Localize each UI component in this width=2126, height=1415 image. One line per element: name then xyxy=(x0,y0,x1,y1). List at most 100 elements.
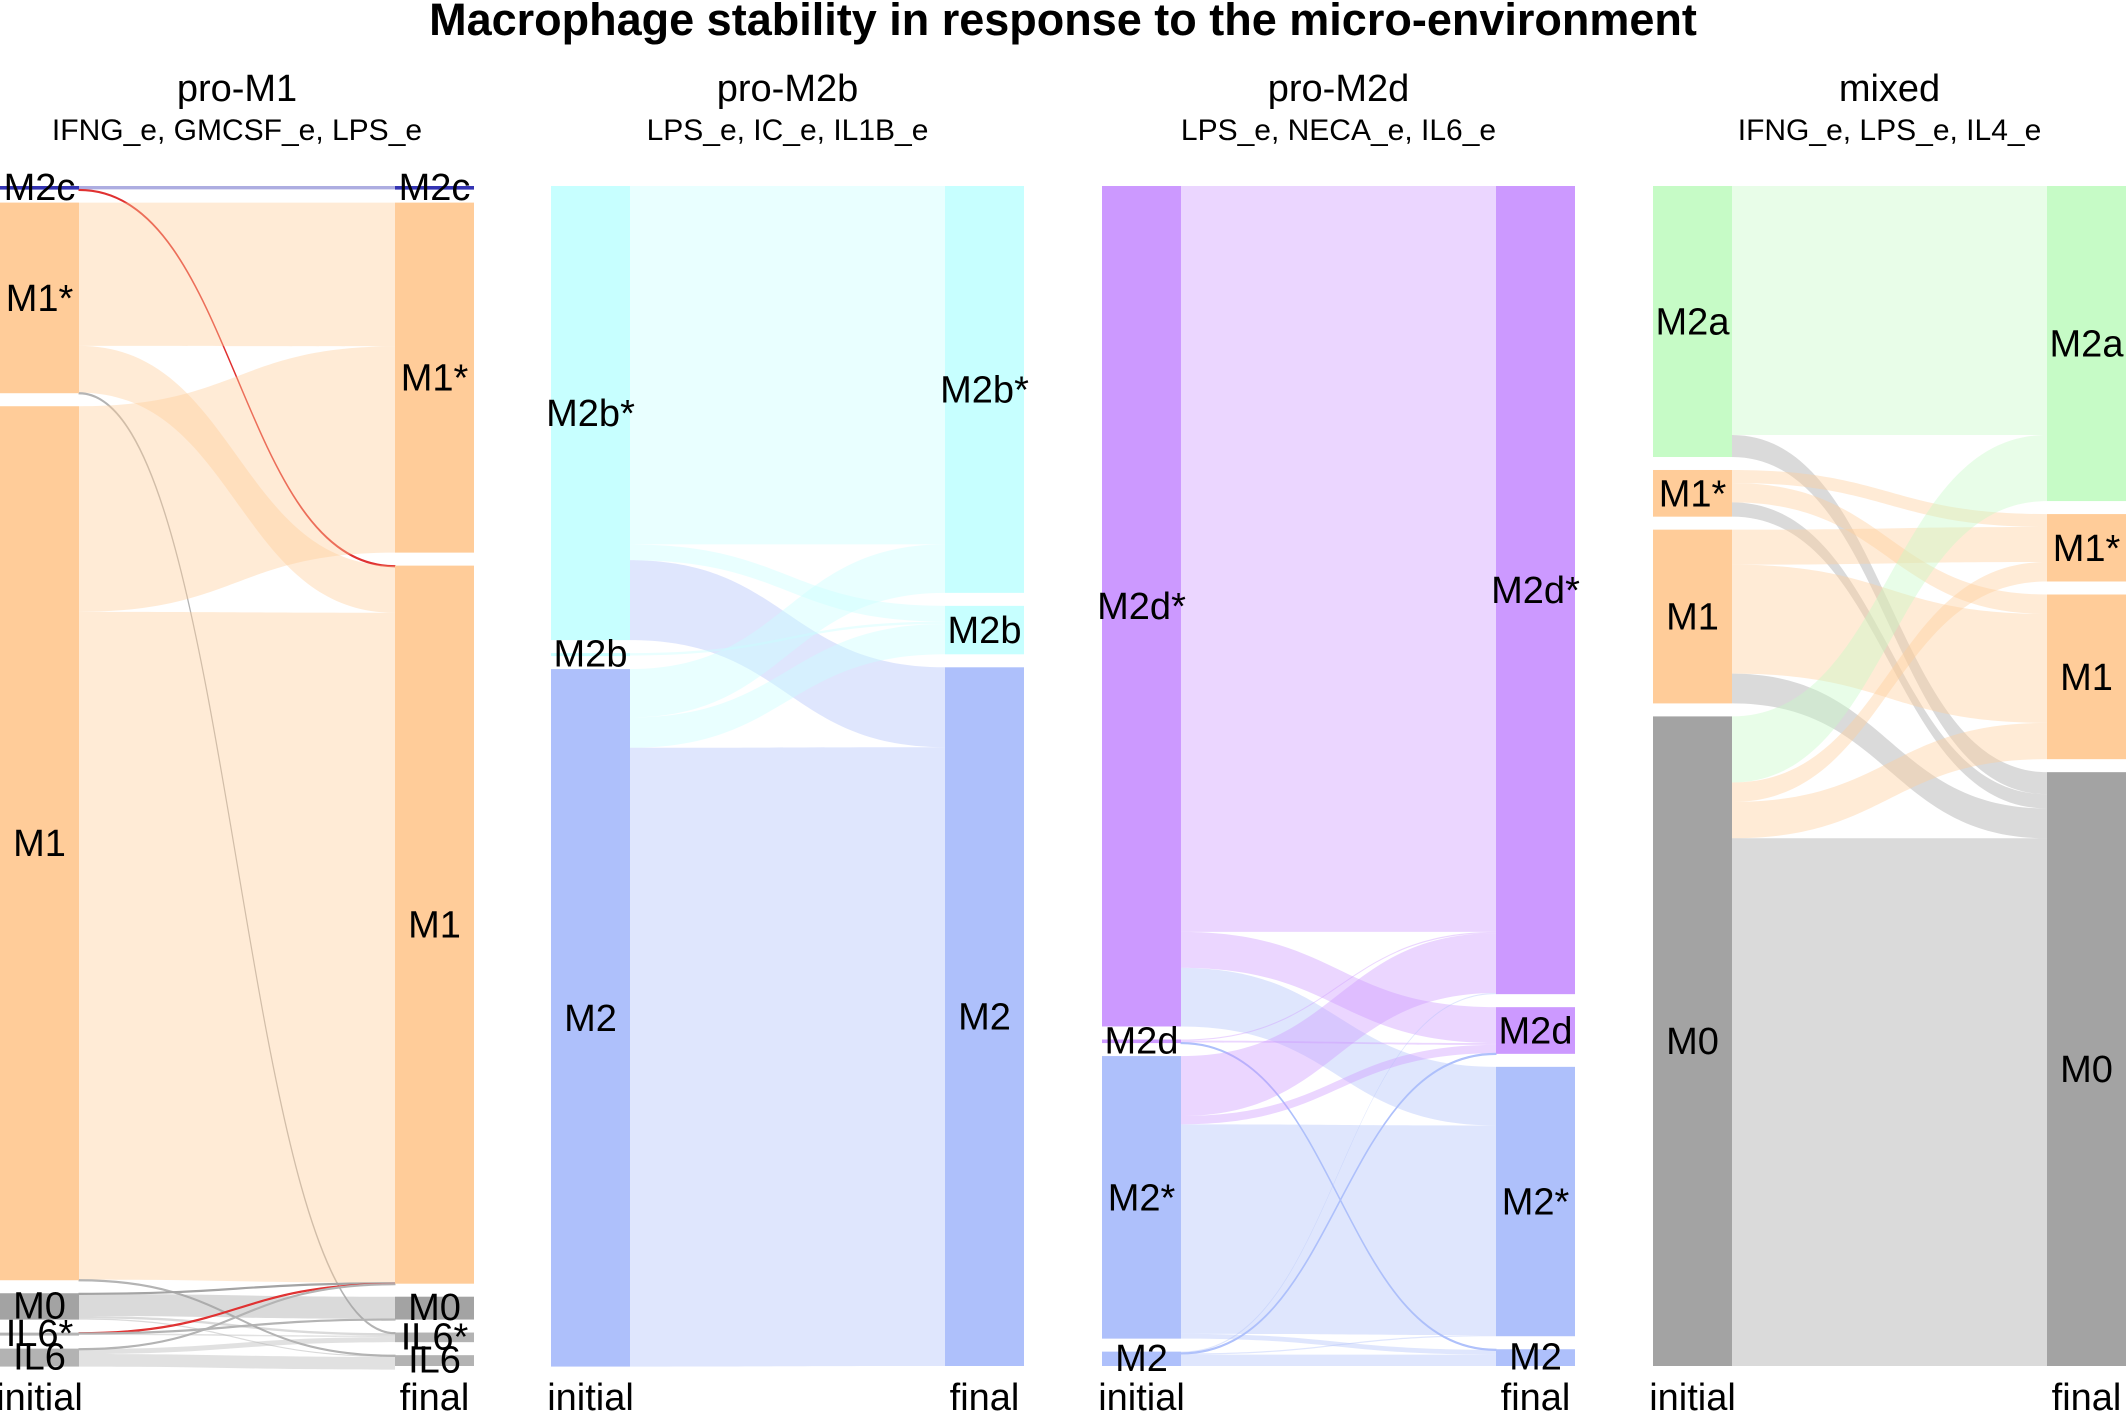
initial-node-m1-star xyxy=(1653,469,1732,517)
initial-node-m2a xyxy=(1653,186,1732,457)
initial-node-m2d-star xyxy=(1102,186,1181,1027)
panel-title: pro-M2b xyxy=(717,68,859,110)
flow-m2-to-m2-star xyxy=(1181,1335,1496,1355)
initial-node-m2b xyxy=(551,653,630,657)
final-node-m2d-star xyxy=(1496,186,1575,995)
flow-m1-to-m0 xyxy=(1732,673,2047,839)
final-node-label: M1* xyxy=(2053,528,2121,570)
flow-m2-to-m2 xyxy=(630,747,945,1367)
initial-nodes: M2b* M2b M2 xyxy=(546,186,635,1367)
flow-m2-to-m2b-star xyxy=(630,544,945,718)
final-node-m2 xyxy=(1496,1349,1575,1366)
initial-node-m2b-star xyxy=(551,186,630,641)
final-node-m2a xyxy=(2047,186,2126,502)
flow-m2d-star-to-m2d-star xyxy=(1181,186,1496,932)
panel-title: mixed xyxy=(1839,68,1940,110)
flow-il6-star-to-m0 xyxy=(78,1318,396,1335)
flow-m2d-to-m2d-star xyxy=(1181,931,1496,1041)
final-node-label: M2 xyxy=(958,997,1011,1039)
flow-m0-to-m1 xyxy=(1732,722,2047,839)
axis-label-initial: initial xyxy=(0,1377,83,1415)
flow-il6-to-il6 xyxy=(79,1354,395,1370)
flow-m2-to-m2d xyxy=(1180,1052,1497,1355)
flow-m0-to-il6 xyxy=(79,1318,395,1357)
final-node-label: M0 xyxy=(408,1287,461,1329)
flow-m2b-star-to-m2b-star xyxy=(630,186,945,545)
initial-node-label: M2 xyxy=(1115,1338,1168,1380)
flow-m2d-to-m2d xyxy=(1181,1040,1496,1045)
final-node-m0 xyxy=(2047,772,2126,1366)
initial-node-m1 xyxy=(1653,529,1732,704)
final-node-label: M2b* xyxy=(940,369,1029,411)
final-node-m2c xyxy=(395,186,474,190)
flow-m2c-to-m2c xyxy=(79,186,395,190)
flow-m0-to-m1 xyxy=(78,1282,396,1295)
initial-node-label: M2c xyxy=(4,167,76,209)
initial-node-m2c xyxy=(0,186,79,190)
initial-node-m1 xyxy=(0,406,79,1281)
flow-m2b-to-m2b xyxy=(630,621,945,656)
flow-m0-to-m2a xyxy=(1732,434,2047,783)
final-node-label: M1 xyxy=(2060,657,2113,699)
flow-m2-star-to-m2-star xyxy=(1181,1124,1496,1336)
flow-il6-to-il6-star xyxy=(79,1337,395,1355)
initial-node-label: M2* xyxy=(1108,1177,1176,1219)
panel-subtitle: LPS_e, IC_e, IL1B_e xyxy=(647,114,929,147)
final-node-il6-star xyxy=(395,1332,474,1343)
flow-il6-to-m1 xyxy=(78,1283,396,1351)
initial-node-m2 xyxy=(551,669,630,1367)
flow-m2-to-m2b xyxy=(630,624,945,748)
initial-node-label: M0 xyxy=(13,1285,66,1327)
final-node-m2d xyxy=(1496,1007,1575,1054)
panel-subtitle: LPS_e, NECA_e, IL6_e xyxy=(1181,114,1496,147)
flow-m2-to-m2 xyxy=(1181,1354,1496,1366)
final-node-label: M1 xyxy=(408,905,461,947)
initial-node-label: M2b xyxy=(554,634,628,676)
panel-title: pro-M1 xyxy=(177,68,297,110)
initial-node-label: M1* xyxy=(1659,473,1727,515)
initial-node-label: M2d* xyxy=(1097,586,1186,628)
flow-m2a-to-m2a xyxy=(1732,186,2047,435)
flow-m1-to-m1 xyxy=(1732,564,2047,723)
flow-m2a-to-m0 xyxy=(1732,434,2047,795)
final-nodes: M2d* M2d M2* M2 xyxy=(1491,186,1580,1379)
initial-node-label: M1 xyxy=(1666,597,1719,639)
axis-label-final: final xyxy=(1501,1377,1571,1415)
flow-il6-star-to-il6-star xyxy=(79,1333,395,1338)
final-node-m2b xyxy=(945,605,1024,655)
axis-label-initial: initial xyxy=(547,1377,634,1415)
axis-label-final: final xyxy=(2052,1377,2122,1415)
sankey-panel-mixed: mixed IFNG_e, LPS_e, IL4_e M2a M1* M1 M0 M2a M1… xyxy=(1649,68,2126,1415)
initial-node-m0 xyxy=(0,1293,79,1320)
panel-subtitle: IFNG_e, LPS_e, IL4_e xyxy=(1738,114,2042,147)
axis-label-initial: initial xyxy=(1098,1377,1185,1415)
final-nodes: M2a M1* M1 M0 xyxy=(2047,186,2126,1366)
initial-node-label: M2b* xyxy=(546,393,635,435)
final-nodes: M2b* M2b M2 xyxy=(940,186,1029,1366)
final-node-label: M2d xyxy=(1499,1011,1573,1053)
flows xyxy=(1180,186,1497,1366)
initial-node-m1-star xyxy=(0,202,79,394)
final-node-label: IL6 xyxy=(408,1340,461,1382)
flow-m1-to-m1-star xyxy=(1732,527,2047,565)
flows xyxy=(630,186,945,1367)
final-node-m1 xyxy=(2047,594,2126,760)
flow-m2-star-to-m2 xyxy=(1181,1333,1496,1355)
flows xyxy=(1732,186,2047,1366)
flow-m0-to-m1-star xyxy=(1732,562,2047,802)
axis-label-final: final xyxy=(950,1377,1020,1415)
flow-m2b-star-to-m2b xyxy=(630,544,945,622)
flow-m1-star-to-m0 xyxy=(1732,502,2047,809)
final-node-label: M2d* xyxy=(1491,570,1580,612)
initial-node-il6 xyxy=(0,1348,79,1367)
initial-node-label: M0 xyxy=(1666,1021,1719,1063)
final-node-m2b-star xyxy=(945,186,1024,593)
flow-m2-to-m2d-star xyxy=(1181,992,1496,1353)
final-node-m0 xyxy=(395,1296,474,1320)
flow-m0-to-m0 xyxy=(1732,838,2047,1366)
